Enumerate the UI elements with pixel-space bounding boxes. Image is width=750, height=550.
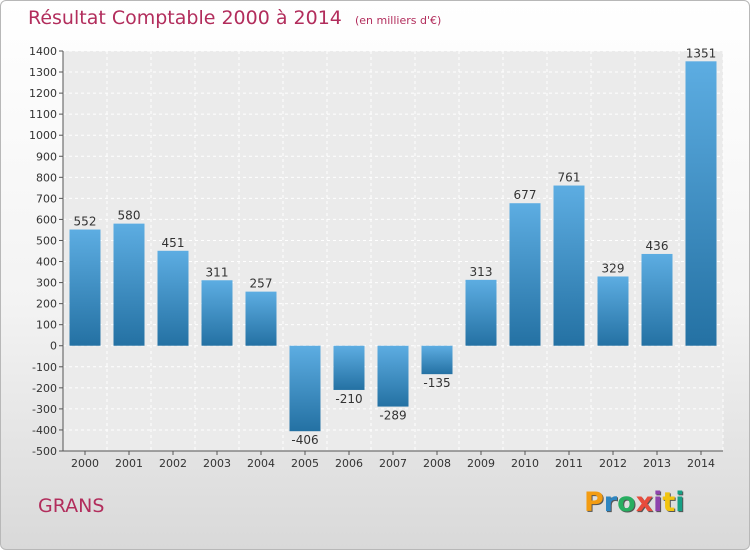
- y-tick-label: 300: [36, 277, 57, 290]
- y-tick-label: -200: [32, 382, 57, 395]
- logo-letter: r: [603, 487, 618, 518]
- x-tick-label: 2010: [511, 457, 539, 470]
- data-label: 311: [206, 265, 229, 279]
- data-label: 761: [558, 171, 581, 185]
- x-tick-label: 2005: [291, 457, 319, 470]
- bar-2004: [245, 291, 277, 346]
- bar-2012: [597, 276, 629, 346]
- bar-2014: [685, 61, 717, 346]
- chart-title: Résultat Comptable 2000 à 2014: [28, 7, 342, 29]
- y-tick-label: 600: [36, 213, 57, 226]
- y-tick-label: 900: [36, 150, 57, 163]
- y-tick-label: 200: [36, 298, 57, 311]
- bar-2001: [113, 223, 145, 346]
- x-tick-label: 2003: [203, 457, 231, 470]
- y-tick-label: 1000: [29, 129, 57, 142]
- x-tick-label: 2013: [643, 457, 671, 470]
- y-tick-label: 700: [36, 192, 57, 205]
- bar-2002: [157, 250, 189, 346]
- x-tick-label: 2012: [599, 457, 627, 470]
- y-tick-label: -300: [32, 403, 57, 416]
- y-tick-label: 1300: [29, 66, 57, 79]
- bar-2000: [69, 229, 101, 346]
- data-label: 436: [646, 239, 669, 253]
- data-label: 313: [470, 265, 493, 279]
- bar-2009: [465, 279, 497, 346]
- data-label: 580: [118, 209, 141, 223]
- y-tick-label: 1100: [29, 108, 57, 121]
- y-tick-label: -400: [32, 424, 57, 437]
- x-tick-label: 2007: [379, 457, 407, 470]
- y-tick-label: 500: [36, 234, 57, 247]
- data-label: 257: [250, 277, 273, 291]
- title-row: Résultat Comptable 2000 à 2014 (en milli…: [28, 7, 441, 29]
- data-label: -406: [291, 433, 318, 447]
- bar-2005: [289, 345, 321, 432]
- logo-letter: i: [653, 487, 663, 518]
- logo-letter: P: [584, 487, 604, 518]
- bar-2007: [377, 345, 409, 407]
- x-tick-label: 2004: [247, 457, 275, 470]
- x-tick-label: 2014: [687, 457, 715, 470]
- data-label: 677: [514, 188, 537, 202]
- commune-name: GRANS: [38, 495, 105, 517]
- data-label: -135: [423, 376, 450, 390]
- x-tick-label: 2008: [423, 457, 451, 470]
- bar-2006: [333, 345, 365, 390]
- data-label: 451: [162, 236, 185, 250]
- y-tick-label: 100: [36, 319, 57, 332]
- y-tick-label: -500: [32, 445, 57, 458]
- bar-2011: [553, 185, 585, 346]
- y-tick-label: 1200: [29, 87, 57, 100]
- x-tick-label: 2009: [467, 457, 495, 470]
- chart-subtitle: (en milliers d'€): [354, 14, 442, 27]
- y-tick-label: 1400: [29, 45, 57, 58]
- bar-2013: [641, 253, 673, 346]
- y-tick-label: 0: [50, 340, 57, 353]
- x-tick-label: 2006: [335, 457, 363, 470]
- data-label: -210: [335, 392, 362, 406]
- x-tick-label: 2001: [115, 457, 143, 470]
- proxiti-logo: Proxiti: [584, 487, 685, 518]
- y-tick-label: 800: [36, 171, 57, 184]
- bar-2003: [201, 280, 233, 346]
- data-label: 329: [602, 261, 625, 275]
- data-label: 552: [74, 215, 97, 229]
- data-label: 1351: [686, 46, 717, 60]
- bar-2010: [509, 203, 541, 346]
- logo-letter: i: [675, 487, 685, 518]
- bar-layer: [69, 61, 717, 432]
- x-tick-label: 2000: [71, 457, 99, 470]
- x-tick-label: 2002: [159, 457, 187, 470]
- x-tick-label: 2011: [555, 457, 583, 470]
- logo-letter: t: [662, 487, 676, 518]
- bar-2008: [421, 345, 453, 375]
- y-tick-label: -100: [32, 361, 57, 374]
- axis-layer: -500 -400 -300 -200 -100 0 100 200 300 400 500 600 7…: [29, 45, 723, 470]
- logo-letter: o: [617, 487, 636, 518]
- label-layer: 552 580 451 311 257 -406 -210 -289 -135 313 677 761…: [74, 46, 717, 447]
- y-tick-label: 400: [36, 256, 57, 269]
- logo-letter: x: [635, 487, 654, 518]
- data-label: -289: [379, 409, 406, 423]
